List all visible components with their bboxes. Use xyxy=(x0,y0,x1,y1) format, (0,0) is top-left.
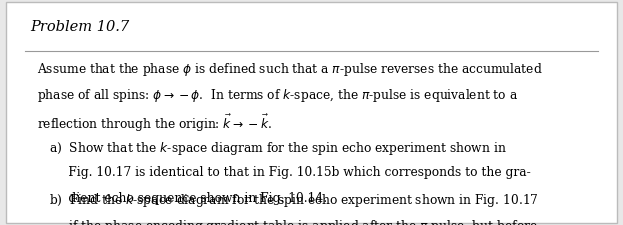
Text: b)  Find the $k$-space diagram for the spin echo experiment shown in Fig. 10.17: b) Find the $k$-space diagram for the sp… xyxy=(49,192,539,209)
Text: dient echo sequence shown in Fig. 10.14.: dient echo sequence shown in Fig. 10.14. xyxy=(49,192,327,205)
Text: Assume that the phase $\phi$ is defined such that a $\pi$-pulse reverses the acc: Assume that the phase $\phi$ is defined … xyxy=(37,61,543,78)
Text: Problem 10.7: Problem 10.7 xyxy=(31,20,130,34)
Text: Fig. 10.17 is identical to that in Fig. 10.15b which corresponds to the gra-: Fig. 10.17 is identical to that in Fig. … xyxy=(49,166,531,179)
Text: a)  Show that the $k$-space diagram for the spin echo experiment shown in: a) Show that the $k$-space diagram for t… xyxy=(49,140,506,157)
Text: if the phase encoding gradient table is applied after the $\pi$-pulse, but befor: if the phase encoding gradient table is … xyxy=(49,218,538,225)
FancyBboxPatch shape xyxy=(6,2,617,223)
Text: reflection through the origin: $\vec{k} \rightarrow -\vec{k}$.: reflection through the origin: $\vec{k} … xyxy=(37,113,272,134)
Text: phase of all spins: $\phi \rightarrow -\phi$.  In terms of $k$-space, the $\pi$-: phase of all spins: $\phi \rightarrow -\… xyxy=(37,87,518,104)
